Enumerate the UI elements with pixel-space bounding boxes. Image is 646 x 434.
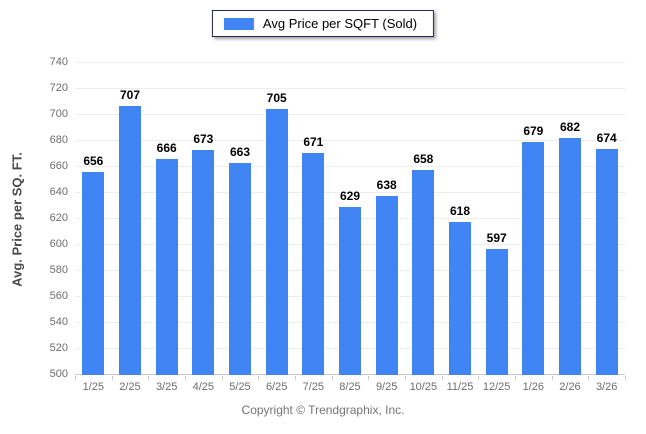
x-tick-label: 10/25	[409, 381, 438, 393]
y-tick-label: 620	[49, 212, 68, 224]
bar	[302, 152, 325, 375]
y-tick-label: 560	[49, 290, 68, 302]
axis-tick	[185, 376, 186, 380]
axis-tick	[441, 376, 443, 380]
axis-tick	[111, 376, 113, 380]
gridline	[75, 192, 625, 193]
gridline	[75, 62, 625, 63]
axis-tick	[221, 376, 223, 380]
axis-tick	[258, 376, 260, 380]
bar-value-label: 629	[339, 189, 360, 204]
bar-value-label: 663	[229, 145, 250, 160]
x-tick-label: 2/25	[119, 381, 141, 393]
axis-tick	[625, 376, 626, 380]
bar-value-label: 682	[559, 120, 580, 135]
plot-area: 656 707 666 673 663 705 671 629 638 658 618 597 679 6…	[75, 62, 625, 375]
x-tick-label: 5/25	[229, 381, 251, 393]
legend-swatch-icon	[223, 17, 254, 30]
bar	[192, 150, 215, 375]
bar	[412, 169, 435, 375]
bar	[119, 105, 141, 375]
y-tick-label: 580	[49, 264, 68, 276]
bar	[155, 159, 178, 375]
y-tick-label: 500	[49, 368, 68, 380]
bar-value-label: 597	[486, 230, 507, 245]
x-tick-label: 8/25	[339, 381, 361, 393]
gridline	[75, 88, 625, 89]
x-tick-label: 11/25	[446, 381, 474, 393]
axis-tick	[148, 376, 150, 380]
x-tick-label: 1/25	[82, 381, 105, 393]
x-tick-label: 3/25	[155, 381, 178, 393]
axis-tick	[405, 376, 406, 380]
gridline	[75, 140, 625, 141]
y-tick-label: 740	[49, 56, 68, 68]
y-tick-label: 600	[49, 238, 68, 250]
legend: Avg Price per SQFT (Sold)	[211, 10, 435, 37]
x-tick-label: 12/25	[482, 381, 511, 393]
x-tick-label: 1/26	[522, 381, 545, 393]
bar	[485, 248, 508, 375]
x-tick-label: 2/26	[559, 381, 581, 393]
bar-value-label: 666	[156, 141, 177, 156]
x-tick-label: 3/26	[595, 381, 618, 393]
bar-value-label: 658	[413, 151, 434, 166]
bar-value-label: 671	[303, 134, 324, 149]
x-tick-label: 6/25	[265, 381, 288, 393]
bar	[595, 148, 618, 375]
bar-value-label: 618	[449, 203, 470, 218]
bar-value-label: 638	[376, 177, 397, 192]
bar-value-label: 673	[193, 132, 214, 147]
y-tick-label: 700	[49, 108, 68, 120]
x-tick-label: 7/25	[302, 381, 325, 393]
y-tick-label: 680	[49, 134, 68, 146]
y-tick-label: 720	[49, 82, 68, 94]
axis-tick	[368, 376, 370, 380]
axis-tick	[478, 376, 480, 380]
y-tick-label: 520	[49, 342, 68, 354]
y-tick-label: 660	[49, 160, 68, 172]
bar	[229, 163, 251, 375]
copyright-text: Copyright © Trendgraphix, Inc.	[241, 403, 405, 417]
axis-tick	[295, 376, 296, 380]
gridline	[75, 166, 625, 167]
bar-value-label: 674	[596, 130, 617, 145]
bar	[339, 207, 361, 375]
bar-value-label: 705	[266, 90, 287, 105]
axis-tick	[551, 376, 553, 380]
bar-value-label: 707	[119, 87, 140, 102]
y-tick-label: 640	[49, 186, 68, 198]
bar	[265, 108, 288, 375]
axis-tick	[331, 376, 333, 380]
gridline	[75, 114, 625, 115]
x-tick-label: 4/25	[192, 381, 215, 393]
axis-tick	[515, 376, 516, 380]
bar	[522, 142, 545, 375]
legend-label: Avg Price per SQFT (Sold)	[262, 16, 418, 31]
x-tick-label: 9/25	[375, 381, 398, 393]
bar-value-label: 656	[83, 154, 104, 169]
axis-tick	[75, 376, 76, 380]
bar	[82, 172, 105, 375]
bar	[559, 138, 581, 375]
y-tick-label: 540	[49, 316, 68, 328]
axis-tick	[588, 376, 590, 380]
bar-value-label: 679	[523, 124, 544, 139]
bar	[449, 221, 471, 375]
bar	[375, 195, 398, 375]
